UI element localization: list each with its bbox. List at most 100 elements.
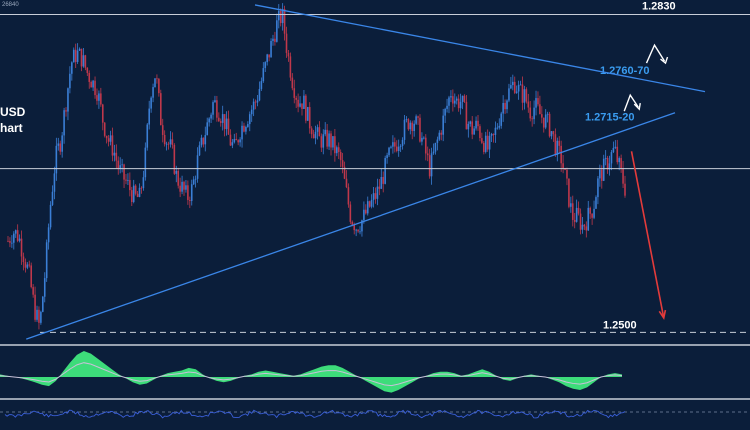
candle-body: [169, 139, 172, 145]
candle-body: [455, 98, 458, 101]
candle-body: [127, 180, 129, 181]
candle-body: [38, 309, 40, 323]
level-label: 1.2715-20: [585, 111, 635, 123]
candle-body: [276, 20, 278, 42]
candle-body: [113, 152, 116, 156]
candle-body: [235, 139, 238, 141]
candle-body: [500, 113, 503, 126]
candle-body: [20, 238, 23, 257]
candle-body: [101, 104, 104, 123]
candle-body: [183, 181, 185, 190]
candle-body: [167, 143, 170, 145]
candlestick-series: [7, 3, 626, 330]
candle-body: [69, 73, 71, 89]
candle-body: [376, 186, 379, 199]
candle-body: [465, 101, 468, 130]
candle-body: [353, 225, 356, 231]
candle-body: [560, 145, 562, 164]
candle-body: [152, 87, 154, 98]
candle-body: [351, 221, 354, 226]
candle-body: [606, 157, 609, 170]
candle-body: [171, 139, 174, 146]
candle-body: [45, 242, 48, 279]
candle-body: [154, 78, 156, 88]
candle-body: [494, 127, 497, 135]
candle-body: [86, 67, 89, 73]
candle-body: [47, 227, 50, 243]
candle-body: [241, 125, 243, 140]
candle-body: [417, 116, 419, 118]
candle-body: [570, 203, 572, 207]
scenario-mark: [623, 93, 641, 112]
candle-body: [132, 185, 135, 202]
candle-body: [359, 231, 361, 233]
candle-body: [448, 97, 450, 106]
candle-body: [399, 145, 402, 147]
candle-body: [604, 157, 607, 159]
candle-body: [270, 40, 272, 58]
candle-body: [227, 118, 230, 135]
chart-title-line-2: hart: [0, 121, 23, 135]
candle-body: [84, 55, 87, 68]
candle-body: [372, 193, 375, 200]
candle-body: [308, 107, 311, 129]
scenario-chevron: [623, 93, 639, 112]
candle-body: [370, 199, 373, 207]
candle-body: [436, 139, 439, 143]
candle-body: [146, 124, 149, 148]
candle-body: [92, 80, 94, 88]
candle-body: [575, 207, 578, 222]
candle-body: [562, 163, 564, 169]
candle-body: [432, 151, 435, 154]
candle-body: [98, 93, 100, 101]
candle-body: [602, 158, 605, 181]
candle-body: [334, 136, 336, 154]
candle-body: [78, 48, 81, 51]
candle-body: [138, 187, 141, 197]
candle-body: [401, 139, 404, 146]
candle-body: [72, 49, 75, 63]
scenario-arrowhead: [660, 56, 669, 65]
scenario-mark: [645, 43, 669, 65]
candle-body: [250, 109, 253, 115]
candle-body: [111, 135, 114, 156]
candle-body: [42, 296, 44, 312]
candle-body: [136, 193, 139, 197]
candle-body: [424, 137, 427, 154]
candle-body: [386, 155, 388, 159]
scenario-arrowhead: [633, 103, 641, 111]
candle-body: [577, 207, 580, 214]
candle-body: [357, 229, 359, 232]
candle-body: [208, 118, 210, 123]
candle-body: [49, 204, 52, 228]
oscillator-signal-line: [0, 362, 623, 387]
candle-body: [479, 126, 481, 139]
candle-body: [361, 220, 363, 232]
candle-body: [341, 160, 344, 167]
candle-body: [90, 81, 92, 88]
candle-body: [88, 72, 91, 82]
candle-body: [51, 191, 54, 205]
trendline-upper: [254, 4, 706, 93]
candle-body: [589, 207, 591, 214]
candle-body: [343, 166, 346, 179]
candle-body: [140, 187, 143, 189]
candle-body: [216, 100, 218, 118]
candle-body: [322, 134, 325, 148]
candle-body: [508, 88, 510, 101]
candle-body: [533, 107, 535, 120]
candle-body: [345, 178, 348, 188]
candle-body: [181, 181, 183, 192]
candle-body: [123, 164, 125, 180]
candle-body: [258, 88, 261, 101]
candle-body: [103, 122, 106, 136]
candle-body: [616, 146, 619, 163]
candle-body: [332, 136, 334, 148]
candle-body: [256, 100, 259, 103]
candle-body: [55, 145, 58, 174]
candle-body: [517, 84, 520, 92]
candle-body: [121, 164, 123, 166]
candle-body: [61, 135, 63, 152]
candle-body: [573, 219, 576, 222]
